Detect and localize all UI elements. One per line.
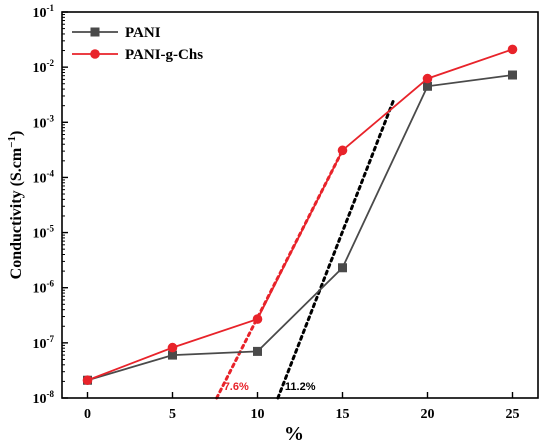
y-tick-label: 10-5 — [33, 224, 55, 242]
x-tick-label: 15 — [336, 407, 350, 422]
data-point — [507, 44, 518, 55]
data-point — [337, 145, 348, 156]
data-point — [253, 346, 262, 356]
y-tick-label: 10-2 — [33, 58, 55, 76]
legend-swatch-marker — [90, 27, 100, 37]
extrapolation-label: 11.2% — [285, 381, 316, 393]
legend-label: PANI-g-Chs — [125, 47, 203, 63]
series-layer — [82, 44, 518, 386]
x-tick-label: 25 — [506, 407, 520, 422]
data-point — [338, 263, 347, 273]
plot-frame — [61, 11, 539, 399]
x-tick-label: 10 — [251, 407, 265, 422]
legend-label: PANI — [125, 25, 161, 41]
y-tick-label: 10-7 — [33, 334, 55, 352]
ticks-layer: 0 5 10 15 20 25 10-8 10-7 10-6 10-5 10-4 10-3 10-2 10… — [33, 3, 520, 422]
series-line — [87, 48, 513, 382]
x-tick-label: 20 — [421, 407, 435, 422]
y-tick-label: 10-4 — [33, 168, 55, 186]
data-point — [252, 314, 263, 324]
y-axis-title: Conductivity (S.cm−1) — [6, 131, 25, 280]
x-tick-label: 0 — [84, 407, 91, 422]
data-point — [508, 70, 517, 80]
data-point — [168, 350, 177, 360]
data-point — [167, 342, 178, 353]
y-tick-label: 10-1 — [33, 3, 55, 21]
x-tick-label: 5 — [169, 407, 176, 422]
y-tick-label: 10-8 — [33, 389, 55, 407]
extrapolation-label: 7.6% — [224, 381, 249, 393]
data-point — [82, 375, 93, 386]
legend: PANI PANI-g-Chs — [72, 25, 203, 63]
data-point — [422, 73, 433, 84]
series-line — [87, 74, 513, 382]
x-axis-title: % — [284, 423, 304, 445]
legend-swatch-marker — [90, 49, 100, 59]
y-tick-label: 10-3 — [33, 113, 55, 131]
extrapolation-layer: 7.6% 11.2% — [215, 98, 395, 400]
y-tick-label: 10-6 — [33, 279, 55, 297]
data-point — [423, 81, 432, 91]
extrapolation-line — [276, 98, 395, 400]
